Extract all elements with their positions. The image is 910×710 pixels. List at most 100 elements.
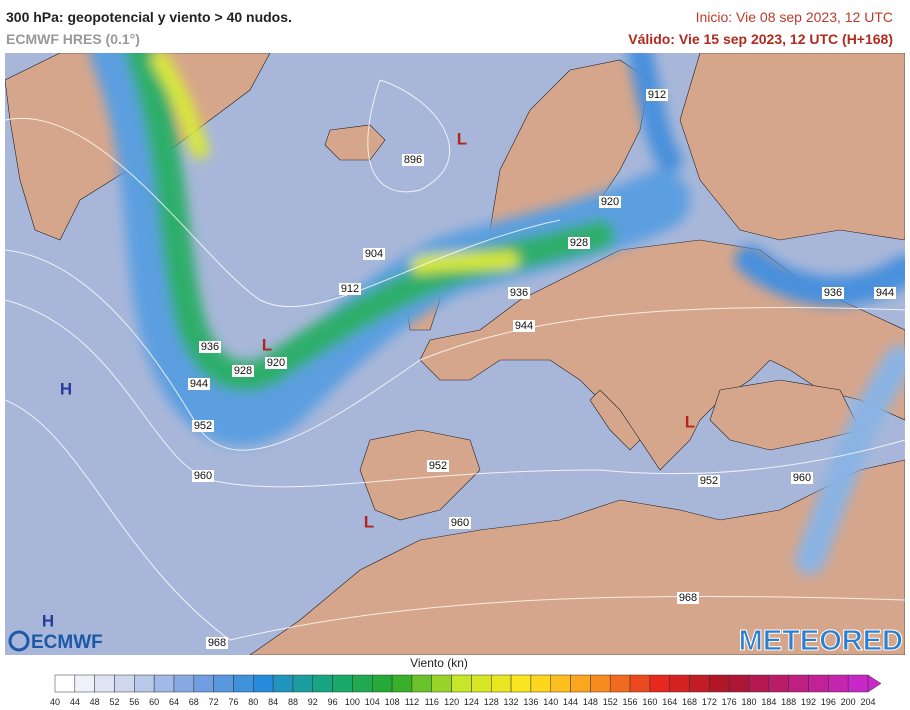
contour-label: 928 [234,365,252,377]
legend-box [134,674,155,693]
legend-box [253,674,274,693]
legend-tick: 140 [543,697,558,707]
contour-label: 936 [824,287,842,299]
legend-tick: 112 [405,697,419,707]
map [5,53,905,655]
legend-box [173,674,195,693]
valid: Válido: Vie 15 sep 2023, 12 UTC (H+168) [628,31,893,47]
legend-tick: 132 [504,697,519,707]
pressure-center: H [60,379,72,398]
contour-label: 952 [194,420,212,432]
legend-box [431,674,452,693]
label-bg [677,592,699,604]
legend-tick: 156 [623,697,638,707]
legend-box [292,674,314,693]
label-bg [192,470,214,482]
label-bg [363,248,385,260]
legend-tick: 152 [603,697,618,707]
legend-box [411,674,433,693]
label-bg [568,237,590,249]
legend-box [609,674,631,693]
legend-box [748,674,770,693]
legend-box [54,674,76,693]
label-bg [508,287,530,299]
legend-tick: 72 [209,697,219,707]
contour-label: 944 [876,287,894,299]
legend-box [689,674,710,693]
legend-tick: 68 [189,697,199,707]
legend-box [332,674,353,693]
contour-label: 904 [365,248,383,260]
legend-tick: 160 [642,697,657,707]
label-bg [232,365,254,377]
legend-box [233,674,254,693]
legend-tick: 96 [328,697,338,707]
pressure-center: L [262,335,272,354]
legend-box [391,674,413,693]
legend-tick: 144 [563,697,578,707]
legend-box [550,674,571,693]
contour-label: 944 [515,320,533,332]
logo-left: ECMWF [31,632,103,653]
label-bg [192,420,214,432]
label-bg [402,154,424,166]
legend-tick: 204 [860,697,875,707]
label-bg [427,460,449,472]
legend-tick: 40 [50,697,60,707]
contour-labels: 912 896 920 904 928 912 936 944 936 944 936 920 928 9… [188,89,896,649]
legend-tick: 180 [742,697,757,707]
legend-box [828,674,849,693]
contour-label: 912 [341,283,359,295]
legend-tick: 56 [129,697,139,707]
legend-tick: 148 [583,697,598,707]
legend-tick: 184 [761,697,776,707]
contour-label: 968 [208,637,226,649]
legend-box [728,674,750,693]
legend-tick: 64 [169,697,179,707]
contour-label: 920 [601,196,619,208]
legend-tick: 44 [70,697,80,707]
label-bg [646,89,668,101]
legend-tick: 84 [268,697,278,707]
legend-box [669,674,690,693]
legend-box [312,674,333,693]
legend-box [114,674,135,693]
legend-box [768,674,789,693]
legend-tick: 92 [308,697,318,707]
legend-tick: 172 [702,697,717,707]
legend-tick: 48 [90,697,100,707]
contour-label: 960 [451,517,469,529]
legend-tick: 100 [345,697,360,707]
pressure-center: H [42,611,54,630]
legend-box [153,674,175,693]
legend-box [74,674,95,693]
contour-label: 912 [648,89,666,101]
legend-tick: 76 [228,697,238,707]
contour-label: 952 [700,475,718,487]
legend-tick: 108 [385,697,400,707]
title: 300 hPa: geopotencial y viento > 40 nudo… [6,9,292,25]
legend-box [649,674,670,693]
legend-box [490,674,512,693]
label-bg [199,341,221,353]
legend-box [471,674,492,693]
contour-label: 952 [429,460,447,472]
pressure-center: L [685,412,695,431]
pressure-centers: L L H L L H [42,129,695,630]
legend-title: Viento (kn) [410,656,468,670]
legend-tick: 196 [821,697,836,707]
legend-arrow [867,674,882,693]
legend-box [451,674,472,693]
contour-label: 968 [679,592,697,604]
legend-tick: 124 [464,697,479,707]
label-bg [822,287,844,299]
init: Inicio: Vie 08 sep 2023, 12 UTC [696,9,893,25]
contour-label: 960 [793,472,811,484]
legend-box [847,674,869,693]
label-bg [206,637,228,649]
legend-box [213,674,234,693]
legend-box [372,674,393,693]
label-bg [791,472,813,484]
logo-ecmwf: ECMWF [8,630,103,653]
